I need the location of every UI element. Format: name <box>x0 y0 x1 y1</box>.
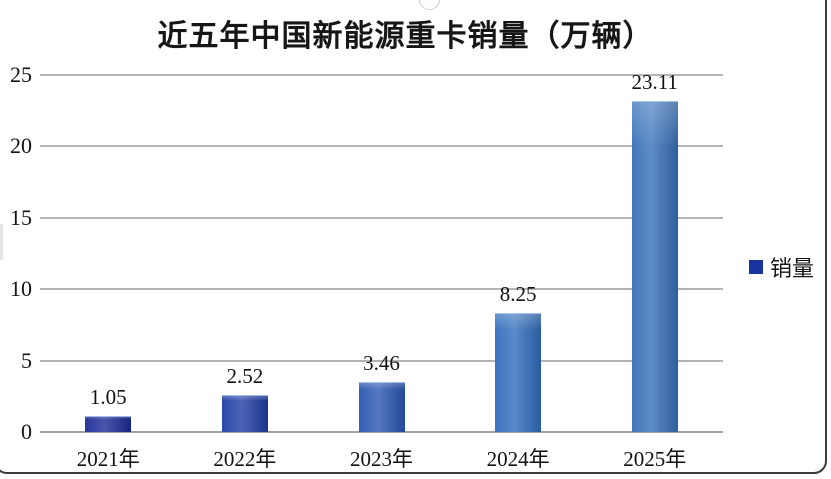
bar-value-label: 23.11 <box>631 70 678 94</box>
bar-2025年 <box>631 101 678 432</box>
x-tick-label: 2021年 <box>76 447 140 471</box>
x-tick-label: 2023年 <box>350 447 413 471</box>
x-axis-line <box>40 431 723 433</box>
gridline <box>40 74 723 76</box>
y-tick-label: 0 <box>21 419 32 444</box>
bar-2022年 <box>221 395 268 432</box>
x-tick-label: 2025年 <box>623 447 687 471</box>
gridline <box>40 145 723 148</box>
bar-value-label: 3.46 <box>363 351 400 375</box>
bar-value-label: 8.25 <box>499 282 537 306</box>
plot-area: 0 5 10 15 20 25 1.05 2021年 2.52 2022年 3.46 2023年 8.2… <box>10 62 723 471</box>
gridline <box>40 288 723 291</box>
y-tick-label: 15 <box>10 204 32 230</box>
gridline <box>40 216 723 219</box>
x-tick-label: 2024年 <box>486 447 550 471</box>
y-tick-label: 25 <box>10 62 32 87</box>
legend: 销量 <box>749 251 814 283</box>
y-tick-label: 10 <box>10 276 32 302</box>
bar-2021年 <box>85 416 132 432</box>
cropped-arc-artifact <box>419 0 440 10</box>
legend-series-label: 销量 <box>770 256 815 281</box>
legend-marker-swatch <box>749 260 763 274</box>
y-tick-label: 20 <box>10 133 32 159</box>
y-tick-label: 5 <box>21 347 32 373</box>
gridline <box>40 359 723 362</box>
x-tick-label: 2022年 <box>213 447 277 471</box>
bar-2023年 <box>358 382 405 432</box>
cropped-left-edge-artifact <box>0 224 3 260</box>
bar-2024年 <box>495 313 542 432</box>
bar-value-label: 2.52 <box>226 364 264 388</box>
bar-value-label: 1.05 <box>89 385 127 409</box>
chart-title: 近五年中国新能源重卡销量（万辆） <box>157 20 654 53</box>
